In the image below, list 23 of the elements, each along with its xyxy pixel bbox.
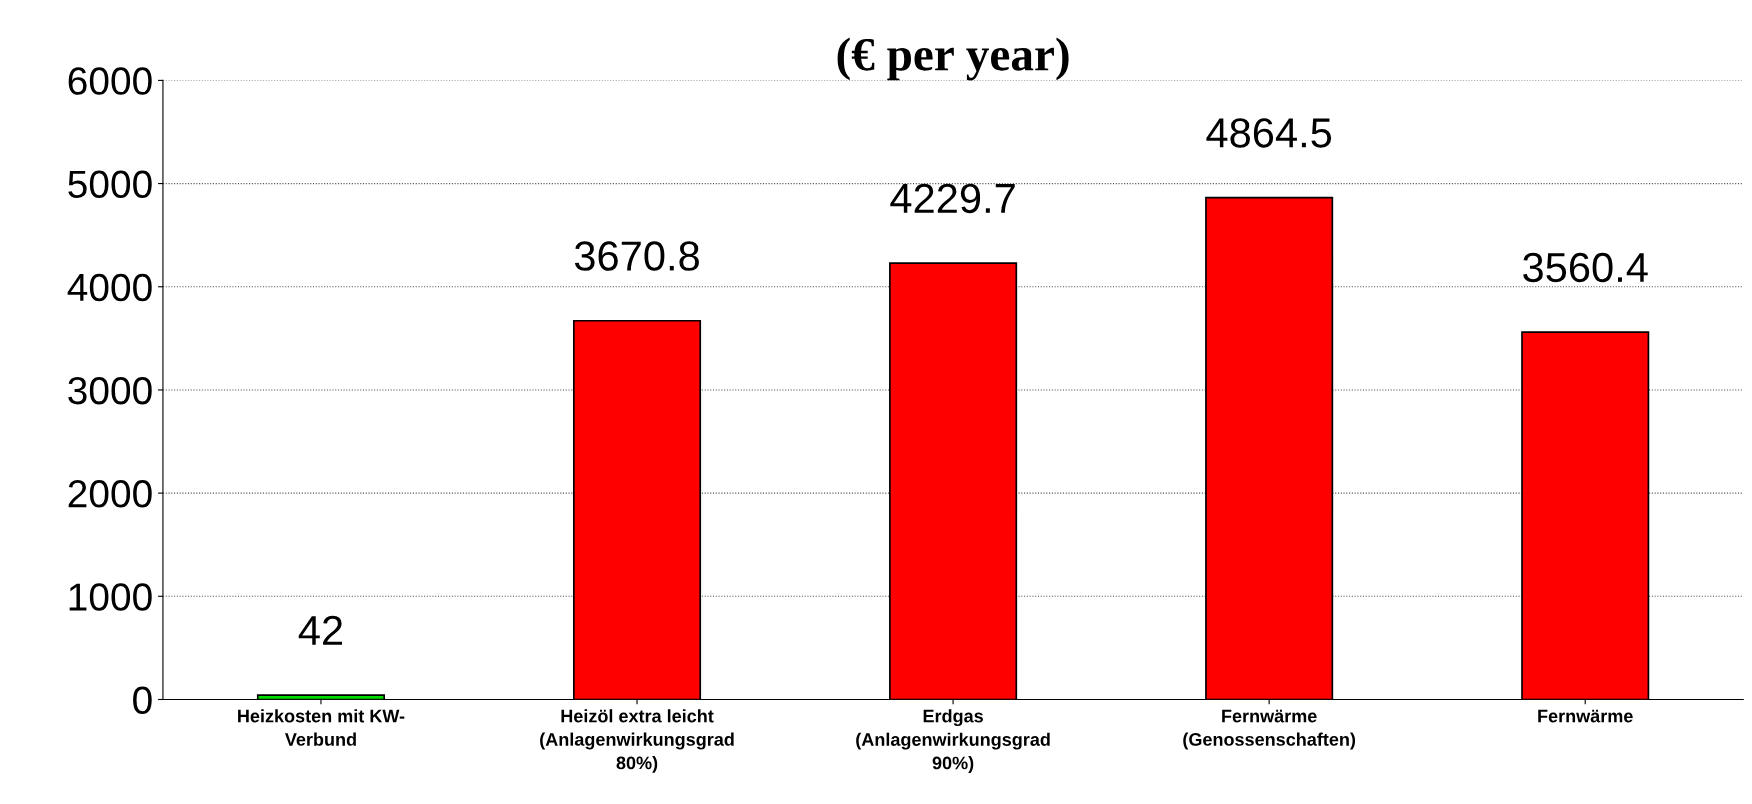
y-tick-label: 2000 [68,480,152,508]
x-tick-label: Erdgas (Anlagenwirkungsgrad 90%) [856,709,1050,773]
y-tick-label: 4000 [67,273,152,302]
y-tick-label: 3000 [68,376,152,405]
data-label: 4864.5 [1206,118,1332,148]
bar [256,694,386,700]
y-tick-label: 5000 [68,170,152,199]
x-tick-label: Heizöl extra leicht (Anlagenwirkungsgrad 80%) [540,709,734,773]
bar [889,262,1018,700]
bar [572,319,702,700]
y-tick-label: 6000 [68,67,152,95]
y-tick-label: 1000 [69,583,152,611]
data-label: 3560.4 [1523,252,1648,283]
x-tick-label: Fernwärme (Genossenschaften) [1183,709,1356,750]
y-tick-label: 0 [133,686,152,714]
chart-title: (€ per year) [837,37,1069,81]
bar [1521,331,1650,700]
x-tick-label: Heizkosten mit KW- Verbund [238,709,405,746]
data-label: 42 [298,615,343,645]
bar [1205,196,1334,700]
data-label: 3670.8 [574,241,699,271]
x-tick-label: Fernwärme [1538,709,1633,723]
data-label: 4229.7 [890,183,1015,214]
